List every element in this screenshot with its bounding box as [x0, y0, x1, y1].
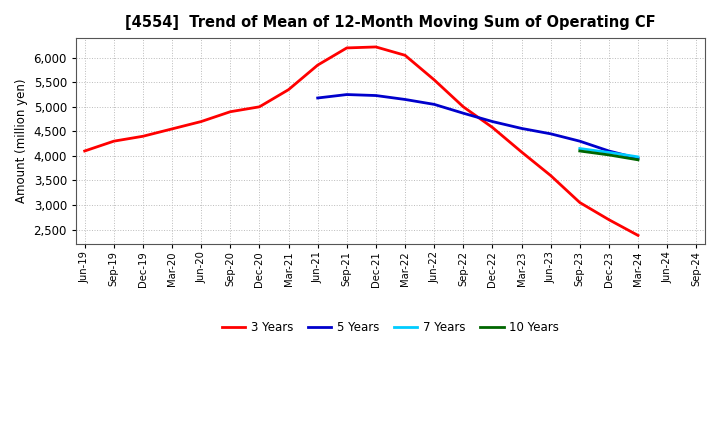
3 Years: [109, 139, 118, 144]
Title: [4554]  Trend of Mean of 12-Month Moving Sum of Operating CF: [4554] Trend of Mean of 12-Month Moving …: [125, 15, 656, 30]
Y-axis label: Amount (million yen): Amount (million yen): [15, 79, 28, 203]
5 Years: [488, 119, 497, 124]
Line: 5 Years: 5 Years: [318, 95, 638, 158]
3 Years: [226, 109, 235, 114]
3 Years: [605, 217, 613, 222]
7 Years: [605, 150, 613, 155]
5 Years: [546, 131, 555, 136]
3 Years: [139, 134, 148, 139]
3 Years: [430, 77, 438, 82]
3 Years: [284, 87, 293, 92]
3 Years: [313, 62, 322, 68]
5 Years: [430, 102, 438, 107]
3 Years: [401, 53, 410, 58]
3 Years: [81, 148, 89, 154]
3 Years: [168, 126, 176, 132]
5 Years: [605, 148, 613, 154]
3 Years: [372, 44, 380, 50]
Line: 10 Years: 10 Years: [580, 151, 638, 160]
3 Years: [546, 173, 555, 178]
5 Years: [401, 97, 410, 102]
5 Years: [372, 93, 380, 98]
Line: 7 Years: 7 Years: [580, 149, 638, 157]
7 Years: [634, 154, 642, 160]
10 Years: [634, 157, 642, 162]
5 Years: [634, 156, 642, 161]
5 Years: [313, 95, 322, 101]
5 Years: [459, 110, 467, 116]
3 Years: [517, 149, 526, 154]
10 Years: [605, 152, 613, 158]
3 Years: [575, 200, 584, 205]
3 Years: [488, 125, 497, 130]
3 Years: [343, 45, 351, 51]
10 Years: [575, 148, 584, 154]
3 Years: [197, 119, 205, 124]
7 Years: [575, 146, 584, 151]
Legend: 3 Years, 5 Years, 7 Years, 10 Years: 3 Years, 5 Years, 7 Years, 10 Years: [217, 316, 564, 338]
Line: 3 Years: 3 Years: [85, 47, 638, 235]
5 Years: [517, 126, 526, 131]
5 Years: [343, 92, 351, 97]
3 Years: [634, 233, 642, 238]
5 Years: [575, 139, 584, 144]
3 Years: [255, 104, 264, 110]
3 Years: [459, 104, 467, 110]
